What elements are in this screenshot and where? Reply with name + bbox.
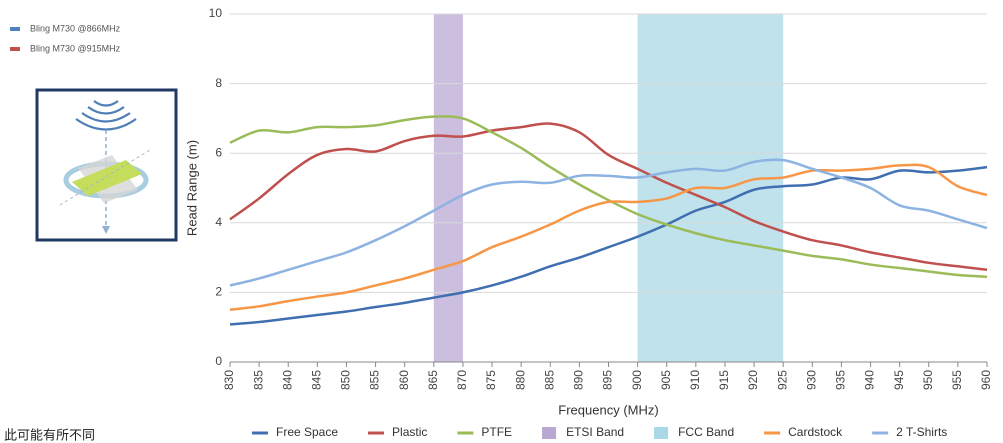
series-line [230, 165, 987, 310]
x-tick-label: 905 [659, 370, 673, 390]
x-tick-label: 920 [746, 370, 760, 390]
x-tick-label: 885 [542, 370, 556, 390]
x-tick-label: 845 [310, 370, 324, 390]
band [434, 14, 463, 362]
legend-label: ETSI Band [566, 425, 624, 439]
y-axis-title: Read Range (m) [184, 140, 199, 236]
x-axis-title: Frequency (MHz) [558, 402, 658, 417]
y-tick-label: 8 [215, 76, 222, 90]
legend-label: Free Space [276, 425, 338, 439]
x-tick-label: 875 [484, 370, 498, 390]
legend-label: 2 T-Shirts [896, 425, 947, 439]
side-legend-label: Bling M730 @915MHz [30, 43, 121, 53]
x-tick-label: 890 [572, 370, 586, 390]
legend: Free Space Plastic PTFE ETSI Band FCC Band Ca… [252, 425, 947, 439]
note: 此可能有所不同 [4, 429, 95, 443]
x-tick-label: 835 [251, 370, 265, 390]
y-tick-label: 6 [215, 145, 222, 159]
x-tick-label: 945 [892, 370, 906, 390]
y-tick-label: 0 [215, 354, 222, 368]
legend-label: PTFE [481, 425, 512, 439]
device-icon [37, 90, 176, 240]
x-tick-label: 880 [513, 370, 527, 390]
x-tick-label: 870 [455, 370, 469, 390]
x-tick-label: 915 [717, 370, 731, 390]
y-tick-label: 2 [215, 285, 222, 299]
side-legend-marker [10, 47, 20, 51]
chart: Bling M730 @866MHz Bling M730 @915MHz 此可能有… [0, 0, 1003, 443]
x-tick-label: 940 [863, 370, 877, 390]
x-tick-label: 955 [950, 370, 964, 390]
legend-label: Plastic [392, 425, 427, 439]
side-legend-label: Bling M730 @866MHz [30, 23, 121, 33]
x-tick-label: 935 [834, 370, 848, 390]
y-tick-label: 10 [209, 6, 223, 20]
y-tick-label: 4 [215, 215, 222, 229]
legend-marker [542, 427, 556, 439]
x-tick-label: 910 [688, 370, 702, 390]
x-tick-label: 950 [921, 370, 935, 390]
side-legend-marker [10, 27, 20, 31]
x-tick-label: 840 [280, 370, 294, 390]
x-tick-label: 900 [630, 370, 644, 390]
x-tick-label: 865 [426, 370, 440, 390]
legend-marker [654, 427, 668, 439]
x-tick-label: 860 [397, 370, 411, 390]
x-tick-label: 895 [601, 370, 615, 390]
x-tick-label: 930 [804, 370, 818, 390]
legend-label: FCC Band [678, 425, 734, 439]
x-tick-label: 850 [339, 370, 353, 390]
x-tick-label: 855 [368, 370, 382, 390]
x-tick-label: 830 [222, 370, 236, 390]
x-tick-label: 925 [775, 370, 789, 390]
legend-label: Cardstock [788, 425, 843, 439]
x-tick-label: 960 [979, 370, 993, 390]
